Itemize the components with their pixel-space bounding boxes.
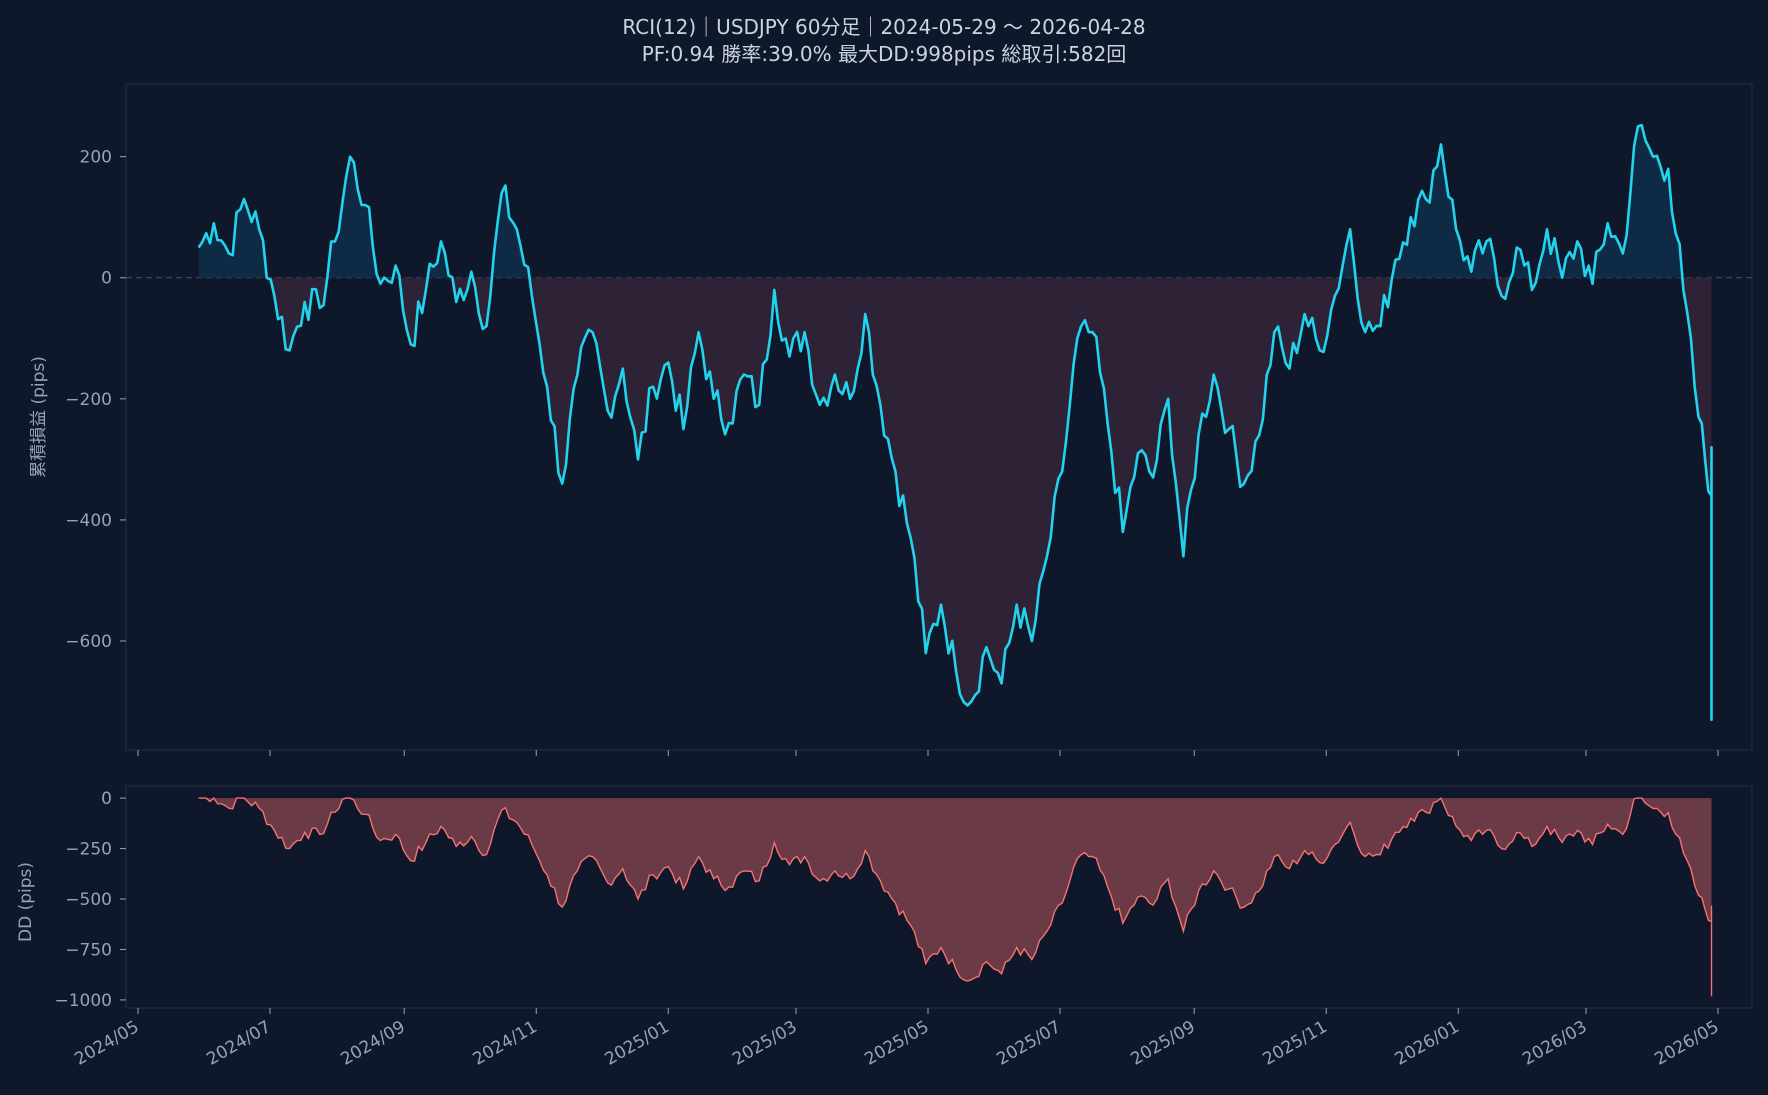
x-tick-label: 2024/09 [338, 1017, 409, 1070]
x-tick-label: 2024/07 [203, 1017, 274, 1070]
x-tick-label: 2025/05 [861, 1017, 932, 1070]
equity-line [197, 123, 1713, 721]
dd-y-axis-label: DD (pips) [16, 862, 36, 942]
equity-y-axis-label: 累積損益 (pips) [29, 356, 49, 478]
chart-title: RCI(12)｜USDJPY 60分足｜2024-05-29 〜 2026-04… [622, 15, 1146, 39]
drawdown-fill [198, 798, 1712, 997]
x-tick-label: 2025/11 [1260, 1017, 1331, 1070]
x-tick-label: 2025/09 [1128, 1017, 1199, 1070]
chart-subtitle: PF:0.94 勝率:39.0% 最大DD:998pips 総取引:582回 [641, 42, 1127, 66]
dd-y-tick-label: −1000 [54, 991, 112, 1011]
x-tick-label: 2025/01 [602, 1017, 673, 1070]
dd-y-tick-label: −250 [65, 840, 112, 860]
x-tick-label: 2025/07 [993, 1017, 1064, 1070]
equity-y-tick-label: −200 [65, 390, 112, 410]
equity-y-tick-label: 200 [80, 148, 112, 168]
equity-panel-frame [125, 83, 1753, 751]
drawdown-chart [198, 796, 1713, 997]
x-tick-label: 2024/05 [71, 1017, 142, 1070]
dd-y-tick-label: 0 [101, 789, 112, 809]
x-tick-label: 2025/03 [729, 1017, 800, 1070]
dd-panel-frame [125, 785, 1753, 1009]
x-tick-label: 2024/11 [470, 1017, 541, 1070]
x-tick-label: 2026/03 [1519, 1017, 1590, 1070]
x-tick-label: 2026/05 [1651, 1017, 1722, 1070]
drawdown-line [198, 796, 1713, 997]
equity-y-tick-label: −400 [65, 511, 112, 531]
equity-positive-fill [198, 125, 1712, 278]
dd-y-tick-label: −750 [65, 940, 112, 960]
equity-y-tick-label: 0 [101, 269, 112, 289]
equity-y-tick-label: −600 [65, 632, 112, 652]
x-tick-label: 2026/01 [1392, 1017, 1463, 1070]
equity-negative-fill [198, 277, 1712, 720]
equity-chart [126, 123, 1752, 721]
dd-y-tick-label: −500 [65, 890, 112, 910]
